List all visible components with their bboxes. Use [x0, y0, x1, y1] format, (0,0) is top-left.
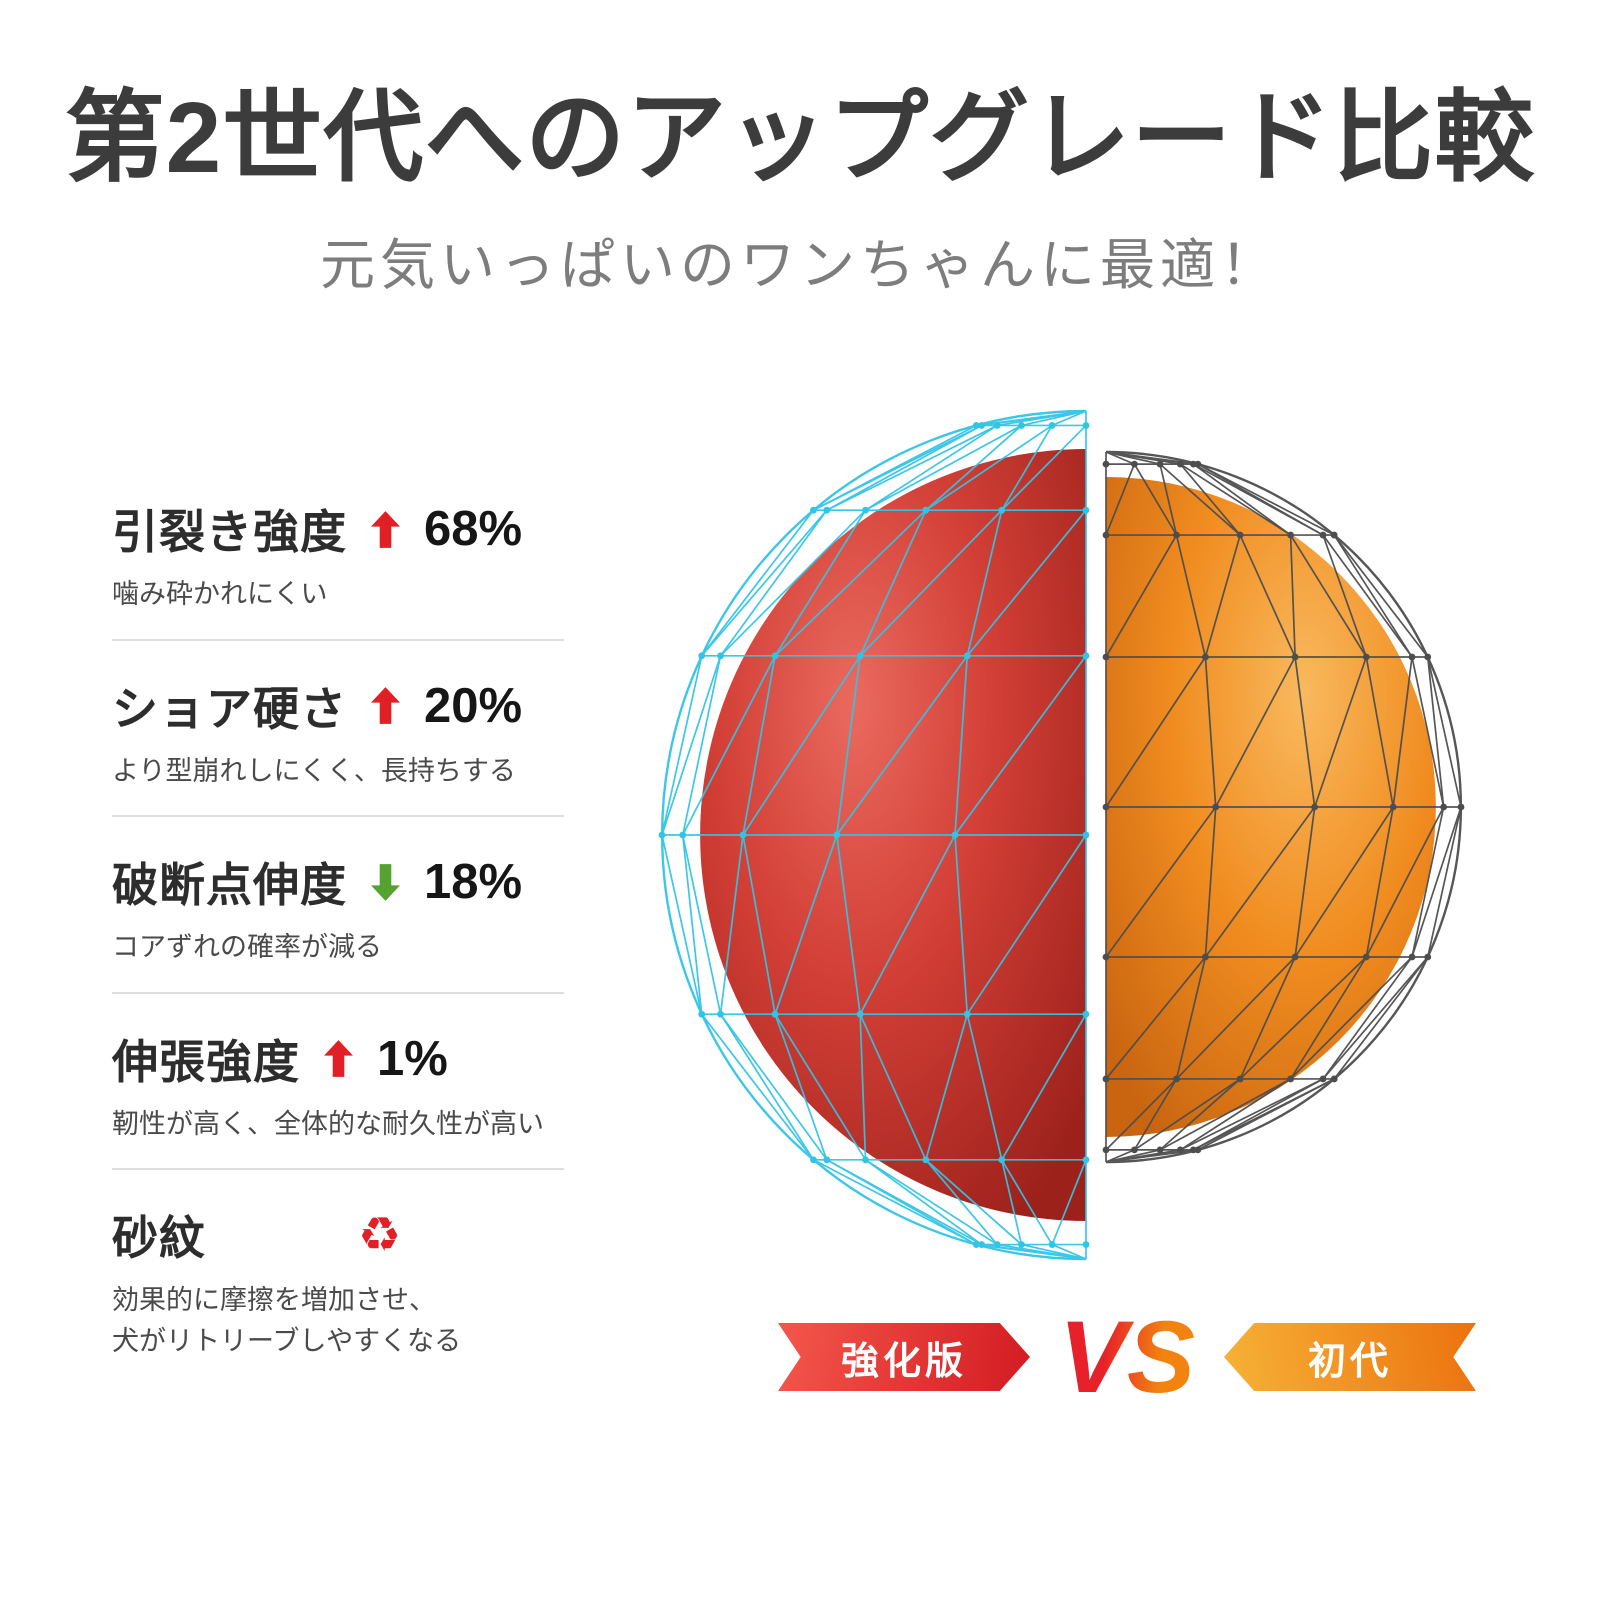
spec-head: 破断点伸度 18%	[112, 849, 564, 915]
divider	[112, 1168, 564, 1170]
spec-value: 20%	[424, 678, 523, 733]
page-title: 第2世代へのアップグレード比較	[64, 82, 1536, 194]
spec-description: 効果的に摩擦を増加させ、 犬がリトリーブしやすくなる	[112, 1285, 462, 1356]
original-version-label: 初代	[1307, 1340, 1392, 1383]
spec-description: コアずれの確率が減る	[112, 932, 382, 962]
spec-list: 引裂き強度 68% 噛み砕かれにくい ショア硬さ 20% より型崩れしにくく、長…	[112, 496, 564, 1361]
original-version-ribbon: 初代	[1223, 1323, 1476, 1391]
upgraded-ball-wireframe-graphic	[658, 409, 1090, 1261]
spec-value: 68%	[424, 502, 523, 556]
spec-label: 砂紋	[112, 1212, 206, 1264]
spec-head: 砂紋 ♻	[112, 1202, 564, 1268]
up-arrow-icon	[324, 1040, 353, 1077]
spec-item-tensile-strength: 伸張強度 1% 靭性が高く、全体的な耐久性が高い	[112, 1026, 564, 1170]
up-arrow-icon	[371, 510, 400, 548]
spec-description: 靭性が高く、全体的な耐久性が高い	[112, 1108, 544, 1139]
spec-label: 引裂き強度	[112, 506, 347, 558]
comparison-banner: 強化版 VS 初代	[778, 1300, 1476, 1414]
divider	[112, 991, 564, 994]
enhanced-version-ribbon: 強化版	[778, 1323, 1030, 1391]
spec-value: 1%	[377, 1031, 448, 1086]
spec-item-sand-texture: 砂紋 ♻ 効果的に摩擦を増加させ、 犬がリトリーブしやすくなる	[112, 1202, 564, 1361]
spec-description: より型崩れしにくく、長持ちする	[112, 755, 516, 786]
divider	[112, 815, 564, 817]
divider	[112, 638, 564, 641]
spec-description: 噛み砕かれにくい	[112, 579, 328, 609]
vs-label: VS	[1053, 1299, 1201, 1416]
enhanced-version-label: 強化版	[840, 1340, 967, 1383]
recycle-icon: ♻	[358, 1207, 402, 1263]
down-arrow-icon	[371, 863, 400, 901]
spec-item-elongation-at-break: 破断点伸度 18% コアずれの確率が減る	[112, 849, 564, 994]
spec-item-shore-hardness: ショア硬さ 20% より型崩れしにくく、長持ちする	[112, 673, 564, 817]
up-arrow-icon	[371, 687, 400, 724]
spec-head: 伸張強度 1%	[112, 1026, 564, 1092]
spec-value: 18%	[424, 855, 523, 909]
original-ball-wireframe-graphic	[1102, 450, 1465, 1164]
spec-label: ショア硬さ	[112, 682, 347, 735]
spec-label: 破断点伸度	[112, 859, 347, 911]
spec-head: 引裂き強度 68%	[112, 496, 564, 562]
spec-item-tear-strength: 引裂き強度 68% 噛み砕かれにくい	[112, 496, 564, 641]
page-subtitle: 元気いっぱいのワンちゃんに最適！	[319, 234, 1280, 296]
spec-label: 伸張強度	[112, 1035, 300, 1088]
spec-head: ショア硬さ 20%	[112, 673, 564, 739]
